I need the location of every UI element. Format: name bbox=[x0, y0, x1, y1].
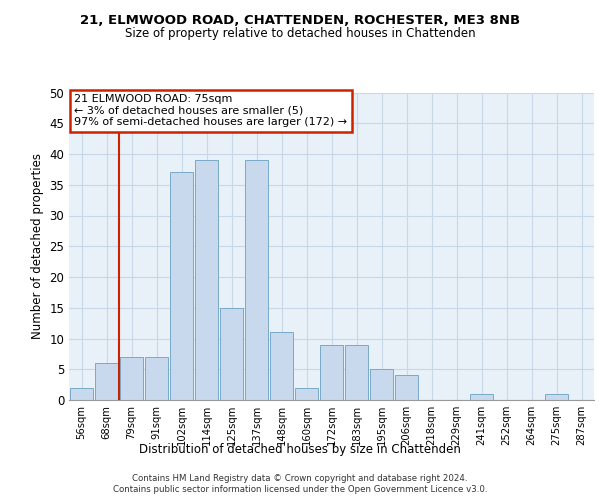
Bar bbox=[220, 308, 243, 400]
Text: Distribution of detached houses by size in Chattenden: Distribution of detached houses by size … bbox=[139, 442, 461, 456]
Bar bbox=[345, 344, 368, 400]
Bar bbox=[245, 160, 268, 400]
Bar bbox=[145, 357, 168, 400]
Text: 21, ELMWOOD ROAD, CHATTENDEN, ROCHESTER, ME3 8NB: 21, ELMWOOD ROAD, CHATTENDEN, ROCHESTER,… bbox=[80, 14, 520, 27]
Text: 21 ELMWOOD ROAD: 75sqm
← 3% of detached houses are smaller (5)
97% of semi-detac: 21 ELMWOOD ROAD: 75sqm ← 3% of detached … bbox=[74, 94, 347, 127]
Bar bbox=[395, 376, 418, 400]
Bar bbox=[270, 332, 293, 400]
Text: Contains HM Land Registry data © Crown copyright and database right 2024.: Contains HM Land Registry data © Crown c… bbox=[132, 474, 468, 483]
Bar bbox=[545, 394, 568, 400]
Bar bbox=[120, 357, 143, 400]
Bar bbox=[95, 363, 118, 400]
Text: Contains public sector information licensed under the Open Government Licence v3: Contains public sector information licen… bbox=[113, 485, 487, 494]
Bar bbox=[195, 160, 218, 400]
Text: Size of property relative to detached houses in Chattenden: Size of property relative to detached ho… bbox=[125, 28, 475, 40]
Bar bbox=[295, 388, 318, 400]
Y-axis label: Number of detached properties: Number of detached properties bbox=[31, 153, 44, 339]
Bar bbox=[70, 388, 93, 400]
Bar bbox=[320, 344, 343, 400]
Bar bbox=[470, 394, 493, 400]
Bar bbox=[170, 172, 193, 400]
Bar bbox=[370, 369, 393, 400]
